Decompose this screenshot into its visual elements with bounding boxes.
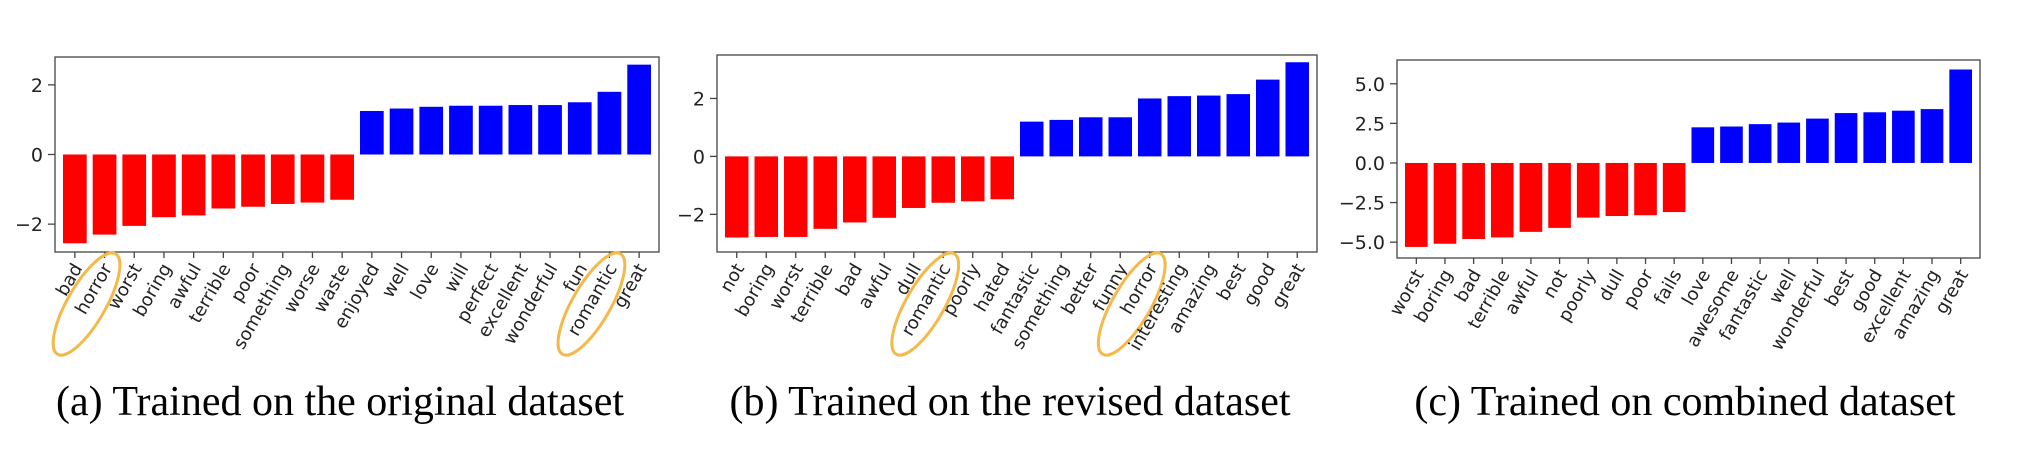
bar-poor xyxy=(241,154,265,207)
highlight-ellipse xyxy=(556,251,627,357)
bar-will xyxy=(449,105,473,155)
bar-terrible xyxy=(1490,162,1514,238)
highlight-ellipse xyxy=(890,251,961,357)
bar-bad xyxy=(843,156,867,223)
bar-worst xyxy=(1405,162,1428,247)
x-tick-label: well xyxy=(378,260,414,302)
bar-excellent xyxy=(1892,110,1915,163)
highlight-ellipse xyxy=(1096,251,1167,357)
caption-b: (b) Trained on the revised dataset xyxy=(729,379,1291,425)
chart-0: −202badhorrorworstboringawfulterriblepoo… xyxy=(15,56,660,357)
bar-love xyxy=(419,106,444,155)
bar-hated xyxy=(990,156,1014,200)
bar-fantastic xyxy=(1748,124,1772,163)
y-tick-label: 0 xyxy=(31,145,43,167)
bar-bad xyxy=(63,154,87,244)
bar-waste xyxy=(330,154,354,200)
y-tick-label: −2.5 xyxy=(1339,193,1385,215)
bar-not xyxy=(725,156,749,238)
axes-frame xyxy=(716,54,1318,253)
bar-worst xyxy=(784,156,808,237)
bar-great xyxy=(1285,62,1309,157)
bar-boring xyxy=(152,154,176,218)
axes-frame xyxy=(1396,59,1981,259)
highlight-ellipse xyxy=(51,251,122,357)
bar-good xyxy=(1256,79,1280,157)
bar-boring xyxy=(1433,162,1457,244)
bar-poorly xyxy=(1576,162,1600,218)
bar-something xyxy=(270,154,295,204)
bar-great xyxy=(1949,69,1972,163)
bar-boring xyxy=(754,156,778,237)
y-tick-label: −2 xyxy=(15,214,43,236)
bar-enjoyed xyxy=(360,110,384,155)
y-tick-label: −2 xyxy=(677,204,705,226)
bar-romantic xyxy=(931,156,955,203)
x-tick-label: fails xyxy=(1650,266,1687,308)
bar-something xyxy=(1049,119,1073,157)
bar-fantastic xyxy=(1020,121,1044,157)
bar-great xyxy=(627,64,651,155)
x-tick-label: love xyxy=(407,260,444,303)
bar-poor xyxy=(1634,162,1657,216)
y-tick-label: 0.0 xyxy=(1355,153,1385,175)
y-tick-label: 2 xyxy=(693,88,705,110)
y-tick-label: 0 xyxy=(693,146,705,168)
bar-well xyxy=(389,108,414,155)
bar-perfect xyxy=(478,105,503,155)
bar-well xyxy=(1777,122,1801,163)
chart-2: −5.0−2.50.02.55.0worstboringbadterriblea… xyxy=(1339,59,1981,354)
bar-awesome xyxy=(1720,126,1743,163)
bar-dull xyxy=(1605,162,1629,217)
bar-not xyxy=(1548,162,1571,228)
caption-c: (c) Trained on combined dataset xyxy=(1414,379,1956,425)
x-tick-label: poor xyxy=(1619,265,1658,311)
bar-romantic xyxy=(597,91,622,155)
y-tick-label: 2 xyxy=(31,75,43,97)
bar-dull xyxy=(902,156,926,208)
bar-interesting xyxy=(1167,96,1191,157)
bar-wonderful xyxy=(538,105,562,155)
bar-horror xyxy=(1138,98,1162,157)
bar-worse xyxy=(300,154,325,203)
bar-amazing xyxy=(1197,95,1221,157)
bar-love xyxy=(1691,127,1715,163)
bar-funny xyxy=(1108,117,1132,157)
bar-awful xyxy=(872,156,896,218)
bar-best xyxy=(1834,113,1858,163)
bar-awful xyxy=(1519,162,1543,232)
bar-fails xyxy=(1662,162,1686,213)
bar-terrible xyxy=(813,156,837,229)
bar-amazing xyxy=(1920,109,1944,163)
bar-poorly xyxy=(961,156,985,202)
bar-bad xyxy=(1462,162,1485,239)
y-tick-label: 5.0 xyxy=(1355,74,1385,96)
bar-good xyxy=(1863,112,1887,163)
bar-horror xyxy=(92,154,117,235)
caption-a: (a) Trained on the original dataset xyxy=(55,379,625,425)
bar-wonderful xyxy=(1806,118,1829,163)
bar-worst xyxy=(122,154,147,226)
chart-1: −202notboringworstterriblebadawfuldullro… xyxy=(677,54,1318,357)
y-tick-label: −5.0 xyxy=(1339,232,1385,254)
y-tick-label: 2.5 xyxy=(1355,113,1385,135)
bar-awful xyxy=(181,154,206,216)
bar-better xyxy=(1079,117,1103,157)
bar-fun xyxy=(567,102,592,155)
bar-terrible xyxy=(211,154,236,209)
bar-best xyxy=(1226,94,1250,157)
bar-excellent xyxy=(508,105,533,155)
